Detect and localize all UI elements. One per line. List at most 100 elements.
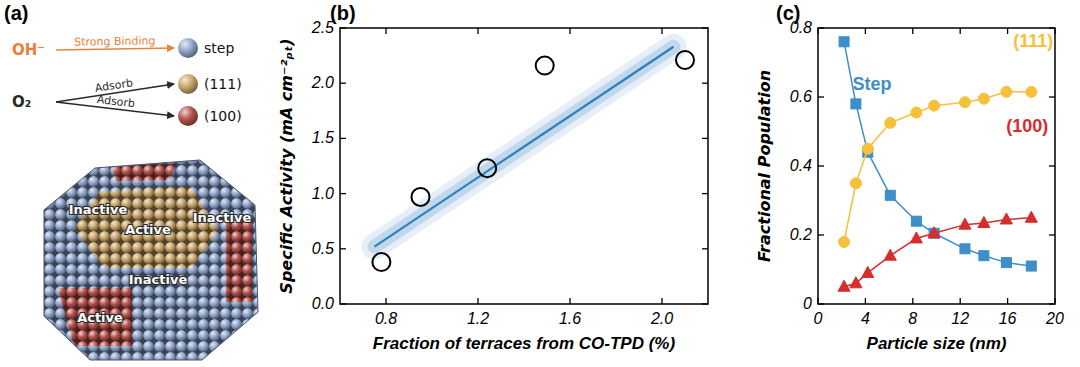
- x-tick-label: 1.6: [559, 310, 581, 327]
- x-axis-label: Fraction of terraces from CO-TPD (%): [373, 334, 676, 353]
- y-tick: [818, 234, 824, 235]
- species-label: O₂: [12, 93, 31, 111]
- y-tick-right: [702, 193, 708, 194]
- plot-area: [372, 47, 694, 271]
- y-tick-right: [1049, 165, 1055, 166]
- y-tick-right: [1049, 96, 1055, 97]
- facet-label: Inactive: [129, 272, 188, 287]
- fit-glow: [375, 47, 674, 247]
- marker: [1026, 261, 1036, 271]
- x-tick: [960, 298, 961, 304]
- x-tick: [661, 298, 662, 304]
- x-tick: [569, 298, 570, 304]
- x-tick-top: [661, 28, 662, 34]
- marker: [851, 99, 861, 109]
- x-tick-top: [569, 28, 570, 34]
- marker: [960, 244, 970, 254]
- y-tick-right: [702, 138, 708, 139]
- marker: [885, 117, 896, 128]
- marker: [959, 97, 970, 108]
- chart: (b)0.81.21.62.00.00.51.01.52.02.5Fractio…: [277, 2, 708, 353]
- marker: [1026, 86, 1037, 97]
- plot-frame: [818, 28, 1055, 304]
- marker: [928, 227, 940, 238]
- marker: [959, 218, 971, 229]
- y-axis-label: Fractional Population: [755, 70, 774, 262]
- arrow-label: Strong Binding: [74, 34, 156, 48]
- marker: [1025, 211, 1037, 222]
- chart: (c)04812162000.20.40.60.8Particle size (…: [755, 2, 1064, 353]
- series-line: [844, 218, 1031, 287]
- facet-111: [74, 186, 218, 268]
- site-label: (100): [204, 108, 242, 124]
- series-label: Step: [853, 74, 892, 94]
- site-sphere: [178, 74, 198, 94]
- x-tick-label: 16: [999, 310, 1017, 327]
- marker: [850, 277, 862, 288]
- y-tick: [340, 248, 346, 249]
- facet-label: Inactive: [69, 202, 128, 217]
- x-tick: [1007, 298, 1008, 304]
- y-tick-label: 2.5: [311, 19, 334, 36]
- marker: [929, 100, 940, 111]
- x-tick-label: 8: [908, 310, 917, 327]
- site-label: (111): [204, 76, 242, 92]
- y-tick-label: 0.6: [790, 88, 812, 105]
- marker: [911, 107, 922, 118]
- site-sphere: [178, 106, 198, 126]
- fit-glow: [375, 47, 674, 247]
- marker: [536, 57, 554, 75]
- y-tick: [340, 138, 346, 139]
- marker: [412, 188, 430, 206]
- arrow-label: Adsorb: [96, 93, 136, 110]
- marker: [478, 159, 496, 177]
- marker: [862, 266, 874, 277]
- x-tick-label: 2.0: [650, 310, 673, 327]
- y-tick-label: 0.5: [312, 240, 334, 257]
- x-tick-top: [912, 28, 913, 34]
- site-sphere: [178, 38, 198, 58]
- x-tick-label: 0.8: [375, 310, 397, 327]
- species-label: OH⁻: [12, 41, 45, 59]
- x-tick-top: [865, 28, 866, 34]
- y-axis-label: Specific Activity (mA cm⁻²ₚₜ): [277, 38, 296, 293]
- series-label: (100): [1006, 116, 1048, 136]
- site-label: step: [204, 40, 234, 56]
- x-tick-top: [385, 28, 386, 34]
- plot-area: [838, 37, 1037, 291]
- y-tick-right: [1049, 234, 1055, 235]
- marker: [372, 253, 390, 271]
- series-label: (111): [1013, 31, 1053, 51]
- facet-label: Active: [125, 222, 171, 237]
- y-tick-label: 1.0: [312, 185, 334, 202]
- y-tick-label: 2.0: [311, 74, 334, 91]
- x-tick-label: 0: [814, 310, 823, 327]
- x-tick-top: [1007, 28, 1008, 34]
- particle-outline: [44, 160, 258, 360]
- x-tick: [865, 298, 866, 304]
- x-tick: [912, 298, 913, 304]
- x-tick: [477, 298, 478, 304]
- series-line: [844, 92, 1031, 242]
- facet-100: [112, 164, 176, 181]
- marker: [884, 249, 896, 260]
- arrow-label: Adsorb: [94, 76, 134, 95]
- marker: [1001, 258, 1011, 268]
- y-tick: [818, 165, 824, 166]
- facet-label: Inactive: [193, 210, 252, 225]
- x-tick-label: 1.2: [467, 310, 489, 327]
- facet-100: [226, 222, 252, 302]
- series-line: [375, 47, 674, 247]
- marker: [862, 143, 873, 154]
- step-surface: [40, 155, 265, 365]
- marker: [979, 251, 989, 261]
- y-tick: [340, 193, 346, 194]
- y-tick-label: 0.2: [790, 226, 812, 243]
- x-tick-label: 20: [1045, 310, 1064, 327]
- marker: [885, 190, 895, 200]
- marker: [839, 236, 850, 247]
- y-tick-label: 0: [803, 295, 812, 312]
- x-tick-top: [477, 28, 478, 34]
- panel-title: (a): [4, 2, 28, 24]
- marker: [676, 51, 694, 69]
